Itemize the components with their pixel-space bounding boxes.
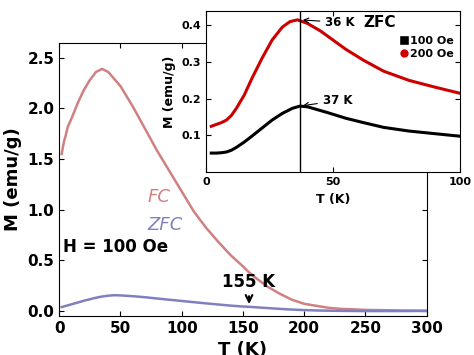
Text: 155 K: 155 K [222, 273, 275, 302]
Legend: 100 Oe, 200 Oe: 100 Oe, 200 Oe [401, 36, 454, 59]
Text: 37 K: 37 K [304, 94, 352, 107]
X-axis label: T (K): T (K) [316, 193, 350, 206]
Text: H = 100 Oe: H = 100 Oe [63, 238, 168, 256]
Text: 36 K: 36 K [304, 16, 355, 29]
Text: ZFC: ZFC [147, 216, 183, 234]
X-axis label: T (K): T (K) [219, 342, 267, 355]
Text: ZFC: ZFC [364, 16, 396, 31]
Y-axis label: M (emu/g): M (emu/g) [163, 55, 176, 127]
Y-axis label: M (emu/g): M (emu/g) [4, 127, 22, 231]
Text: FC: FC [147, 187, 171, 206]
